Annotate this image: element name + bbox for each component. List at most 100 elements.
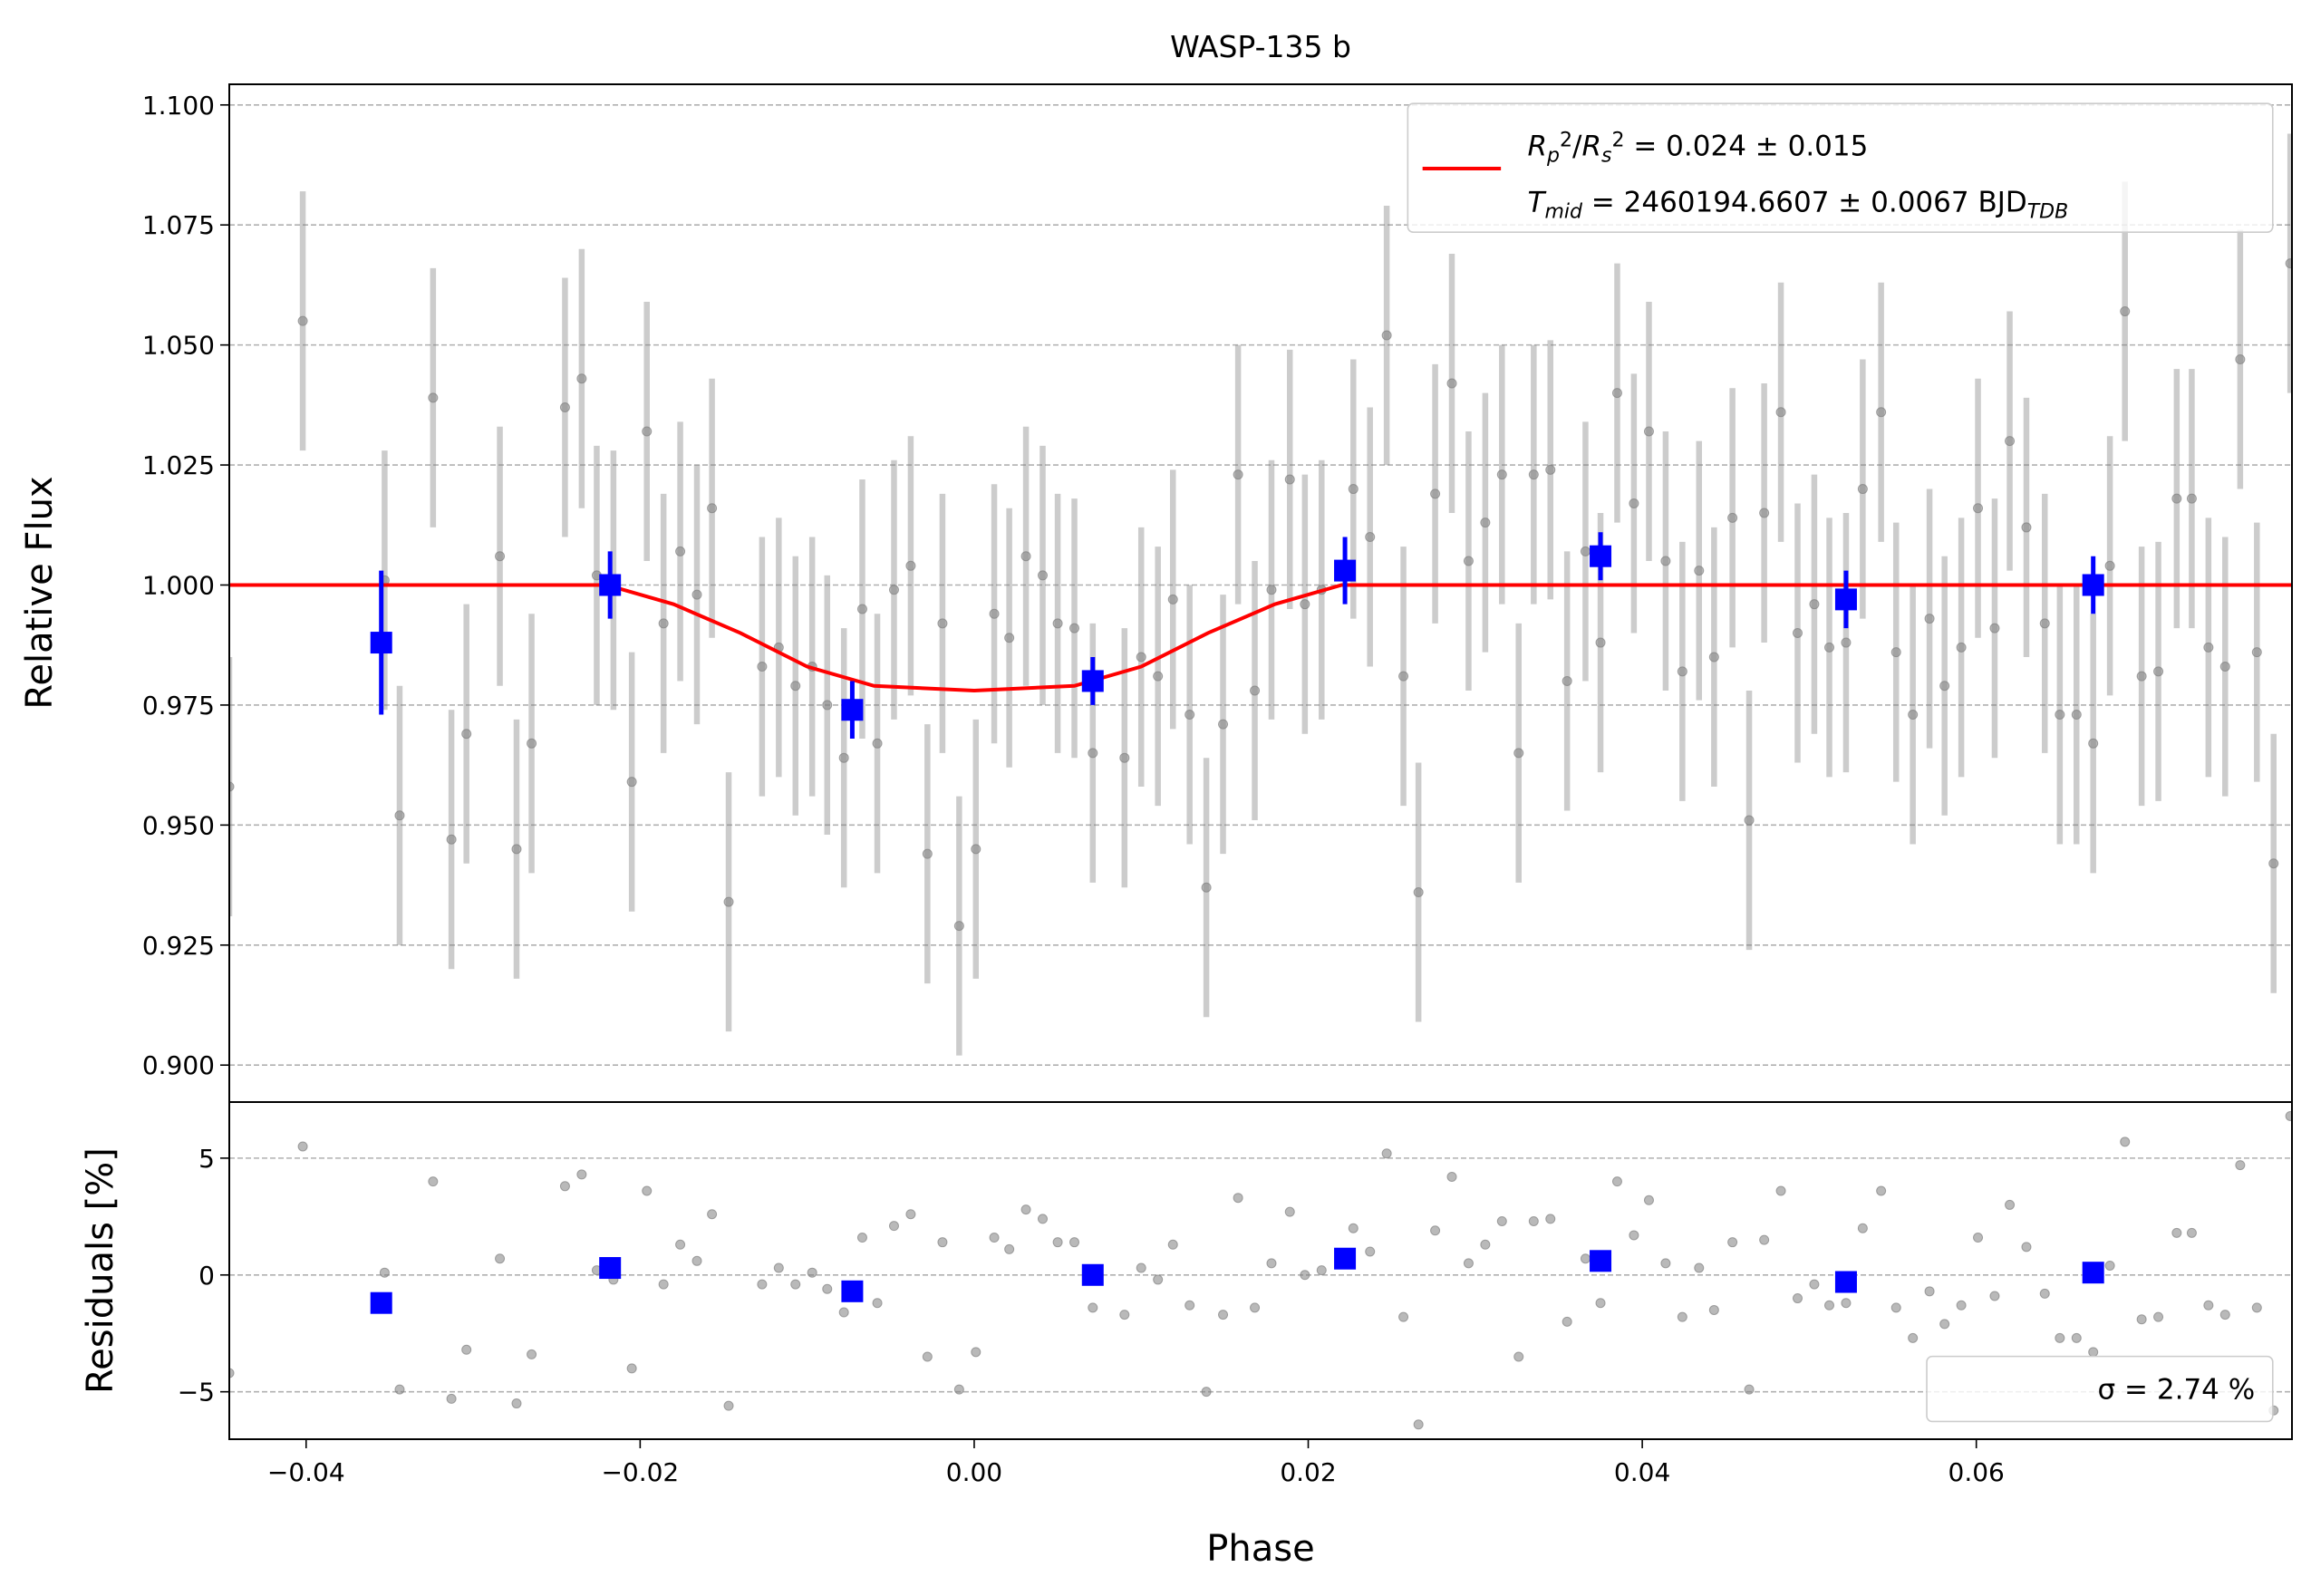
data-point: [527, 738, 537, 749]
y-tick-label: 0.900: [142, 1050, 215, 1080]
plot-area: [229, 1110, 2292, 1430]
x-axis-label: Phase: [1206, 1528, 1314, 1570]
data-point: [1348, 484, 1359, 495]
data-point: [527, 1349, 537, 1359]
data-point: [394, 810, 405, 821]
data-point: [2136, 1314, 2147, 1325]
axes-frame: [228, 1101, 2293, 1440]
data-point: [229, 1368, 235, 1378]
data-point: [1284, 1206, 1295, 1217]
data-point: [1430, 488, 1441, 499]
data-point: [495, 1253, 506, 1264]
data-point: [1088, 748, 1098, 759]
data-point: [1020, 1204, 1031, 1215]
data-point: [2153, 1311, 2164, 1322]
data-point: [2219, 1310, 2230, 1320]
y-axis-label: Residuals [%]: [80, 1147, 121, 1394]
data-point: [723, 896, 734, 907]
data-point: [1528, 1215, 1539, 1226]
data-point: [1528, 469, 1539, 480]
data-point: [1759, 508, 1770, 518]
y-tick-label: 0: [198, 1261, 215, 1291]
data-point: [1824, 642, 1835, 653]
data-point: [229, 781, 235, 792]
data-point: [822, 700, 833, 711]
data-point: [1727, 512, 1738, 523]
data-point: [1580, 546, 1591, 556]
data-point: [1250, 1302, 1261, 1313]
data-point: [1250, 685, 1261, 696]
data-point: [626, 777, 637, 788]
data-point: [691, 1255, 702, 1266]
data-point: [1284, 474, 1295, 485]
data-point: [1629, 498, 1639, 508]
data-point: [2088, 738, 2099, 749]
data-point: [1496, 469, 1507, 480]
data-point: [297, 315, 308, 326]
data-point: [953, 1384, 964, 1395]
data-point: [626, 1363, 637, 1374]
data-point: [1119, 1310, 1130, 1320]
data-point: [2235, 1160, 2246, 1171]
data-point: [1004, 1243, 1015, 1254]
data-point: [1908, 710, 1919, 721]
data-point: [1629, 1230, 1639, 1241]
data-point: [1908, 1332, 1919, 1343]
data-point: [1759, 1234, 1770, 1245]
data-point: [1660, 1258, 1671, 1269]
data-point: [1580, 1253, 1591, 1264]
data-point: [1398, 671, 1409, 682]
data-point: [2203, 642, 2214, 653]
annotation-box: [1926, 1355, 2274, 1423]
data-point: [1857, 484, 1868, 495]
data-point: [1037, 570, 1048, 581]
data-point: [905, 560, 916, 571]
data-point: [1381, 330, 1392, 341]
legend-label-part: /: [1572, 130, 1582, 162]
x-tick-label: 0.04: [1614, 1457, 1670, 1487]
data-point: [1463, 556, 1474, 566]
data-point: [1775, 407, 1786, 418]
data-point: [2203, 1300, 2214, 1311]
data-point: [511, 1398, 522, 1409]
data-point: [495, 551, 506, 562]
data-point: [888, 1221, 899, 1232]
data-point: [2071, 1332, 2082, 1343]
data-point: [707, 503, 718, 514]
binned-point: [1590, 1250, 1612, 1272]
data-point: [1185, 1300, 1195, 1311]
data-point: [1365, 1246, 1376, 1257]
data-point: [757, 662, 768, 672]
data-point: [642, 426, 653, 437]
data-point: [2104, 1260, 2115, 1271]
legend-label: Tmid = 2460194.6607 ± 0.0067 BJDTDB: [1528, 186, 2069, 223]
binned-point: [370, 632, 392, 654]
data-point: [1201, 882, 1212, 893]
data-point: [1463, 1258, 1474, 1269]
x-tick-label: −0.02: [601, 1457, 679, 1487]
data-point: [1809, 599, 1820, 610]
data-point: [1266, 585, 1277, 595]
y-tick-label: 5: [198, 1144, 215, 1174]
data-point: [1480, 517, 1491, 528]
data-point: [1924, 1286, 1935, 1297]
data-point: [1430, 1225, 1441, 1236]
legend-label-part: mid: [1544, 200, 1583, 223]
data-point: [1300, 1270, 1310, 1281]
data-point: [937, 1237, 948, 1248]
data-point: [675, 1239, 686, 1250]
data-point: [1956, 642, 1967, 653]
data-point: [446, 1393, 457, 1404]
binned-point: [1590, 545, 1612, 567]
y-tick-label: 0.925: [142, 931, 215, 961]
data-point: [822, 1283, 833, 1294]
data-point: [971, 1347, 981, 1358]
data-point: [1413, 1419, 1424, 1430]
data-point: [1857, 1223, 1868, 1233]
data-point: [707, 1209, 718, 1220]
y-tick-label: 1.025: [142, 450, 215, 480]
data-point: [1218, 719, 1229, 730]
data-point: [922, 1351, 933, 1362]
data-point: [1989, 623, 2000, 634]
chart-title: WASP-135 b: [1170, 29, 1351, 64]
